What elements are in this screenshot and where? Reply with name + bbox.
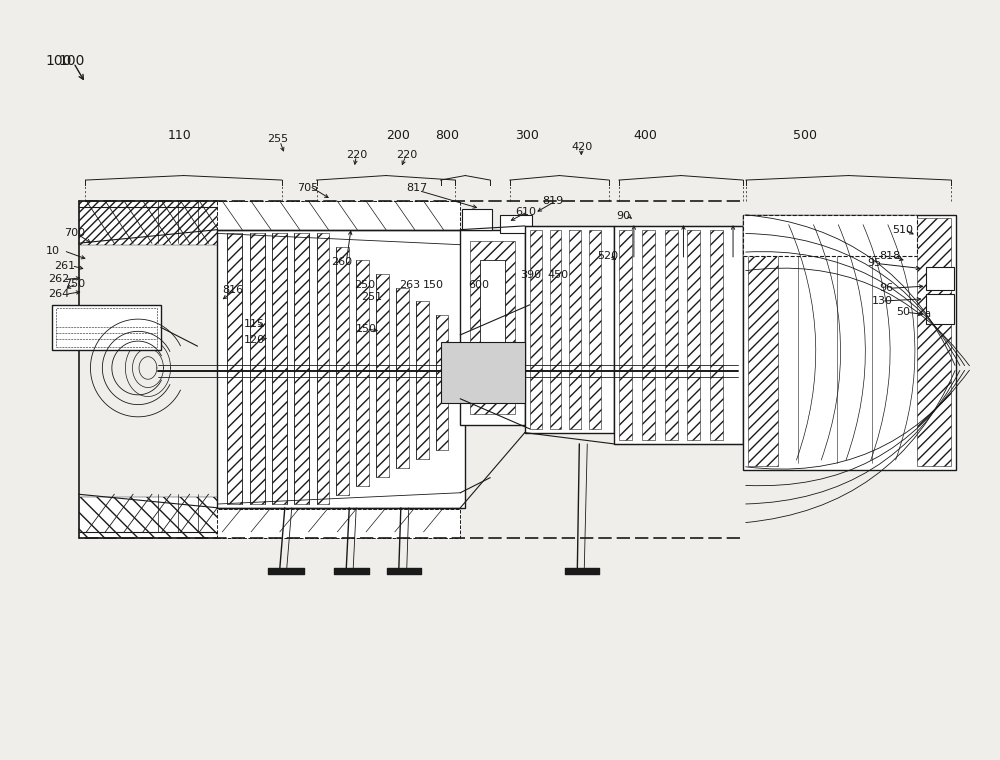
- Bar: [217, 509, 460, 538]
- Bar: [500, 214, 532, 233]
- Text: a: a: [924, 309, 930, 319]
- Text: 120: 120: [244, 335, 265, 345]
- Bar: [441, 343, 525, 403]
- Bar: [217, 230, 465, 508]
- Text: 700: 700: [64, 229, 85, 239]
- Text: 390: 390: [520, 270, 541, 280]
- Text: 50: 50: [897, 307, 911, 318]
- Bar: [589, 230, 601, 429]
- Bar: [665, 230, 678, 440]
- Text: 750: 750: [64, 279, 85, 289]
- Bar: [294, 233, 309, 504]
- Text: 100: 100: [59, 53, 85, 68]
- Bar: [710, 230, 723, 440]
- Text: 96: 96: [879, 283, 893, 293]
- Bar: [525, 226, 614, 432]
- Text: 95: 95: [867, 258, 881, 268]
- Bar: [272, 233, 287, 504]
- Bar: [530, 230, 542, 429]
- Bar: [336, 247, 349, 495]
- Text: 251: 251: [361, 293, 382, 302]
- Text: 150: 150: [356, 324, 377, 334]
- Bar: [614, 226, 743, 444]
- Bar: [480, 260, 505, 395]
- Text: 260: 260: [331, 257, 353, 267]
- Text: 610: 610: [515, 207, 536, 217]
- Bar: [926, 268, 954, 290]
- Text: 110: 110: [168, 129, 192, 142]
- Text: 115: 115: [244, 318, 265, 328]
- Text: 262: 262: [48, 274, 69, 284]
- Text: 800: 800: [436, 129, 460, 142]
- Bar: [687, 230, 700, 440]
- Text: 261: 261: [54, 261, 75, 271]
- Text: 450: 450: [548, 270, 569, 280]
- Bar: [217, 201, 460, 230]
- Text: 705: 705: [297, 183, 318, 193]
- Text: 817: 817: [406, 183, 427, 193]
- Text: 220: 220: [396, 150, 417, 160]
- Text: 220: 220: [346, 150, 368, 160]
- Bar: [743, 214, 956, 470]
- Bar: [926, 293, 954, 324]
- Text: 255: 255: [267, 135, 288, 144]
- Text: 264: 264: [48, 290, 69, 299]
- Bar: [569, 230, 581, 429]
- Bar: [227, 233, 242, 504]
- Bar: [79, 496, 222, 538]
- Text: 600: 600: [468, 280, 489, 290]
- Text: 510: 510: [892, 225, 913, 235]
- Text: 250: 250: [354, 280, 375, 290]
- Bar: [52, 305, 161, 350]
- Bar: [917, 218, 951, 467]
- Text: 130: 130: [872, 296, 893, 306]
- Bar: [460, 230, 525, 425]
- Text: 819: 819: [543, 196, 564, 206]
- Text: 520: 520: [597, 251, 618, 261]
- Text: 400: 400: [634, 129, 658, 142]
- Text: 500: 500: [793, 129, 817, 142]
- Text: 100: 100: [46, 53, 72, 68]
- Text: 300: 300: [515, 129, 539, 142]
- Bar: [416, 301, 429, 459]
- Bar: [317, 233, 329, 504]
- Text: 420: 420: [571, 142, 593, 152]
- Text: 818: 818: [879, 251, 900, 261]
- Bar: [619, 230, 632, 440]
- Bar: [748, 218, 778, 467]
- Bar: [462, 209, 492, 230]
- Text: 200: 200: [386, 129, 410, 142]
- Bar: [79, 201, 222, 245]
- Bar: [356, 261, 369, 486]
- Bar: [396, 287, 409, 468]
- Bar: [642, 230, 655, 440]
- Text: 90: 90: [616, 211, 630, 221]
- Bar: [743, 214, 916, 256]
- Bar: [376, 274, 389, 477]
- Text: 10: 10: [46, 245, 60, 255]
- Bar: [250, 233, 265, 504]
- Bar: [56, 308, 157, 347]
- Bar: [470, 241, 515, 414]
- Bar: [550, 230, 561, 429]
- Text: 816: 816: [222, 285, 243, 295]
- Text: 150: 150: [423, 280, 444, 290]
- Bar: [436, 315, 448, 450]
- Text: 263: 263: [399, 280, 420, 290]
